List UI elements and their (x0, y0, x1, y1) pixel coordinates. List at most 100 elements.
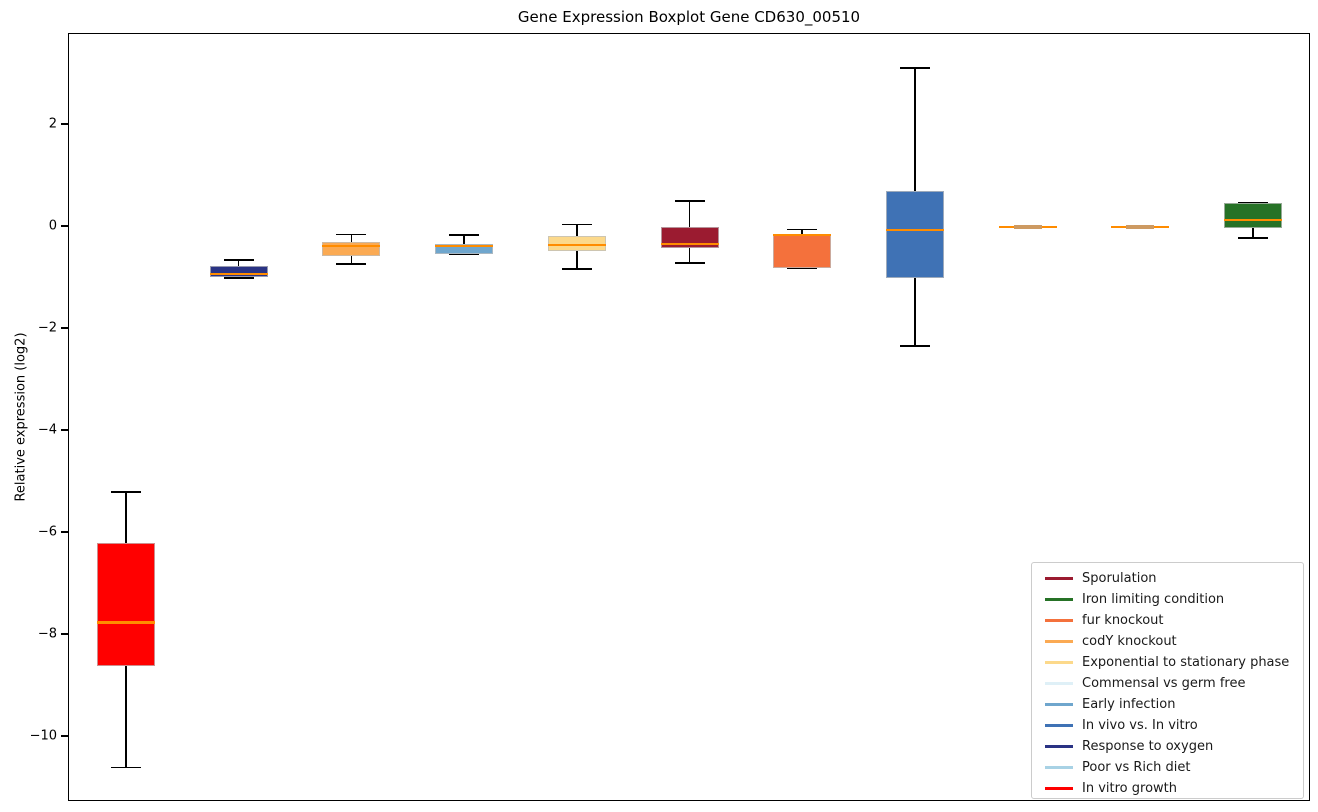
lower-whisker (350, 256, 353, 265)
flat-box (1013, 225, 1042, 229)
legend-swatch (1045, 682, 1073, 685)
upper-whisker (914, 67, 916, 191)
legend-label: Early infection (1082, 697, 1176, 712)
legend-item: Sporulation (1032, 568, 1303, 589)
legend-item: fur knockout (1032, 610, 1303, 631)
legend-label: In vitro growth (1082, 781, 1177, 796)
lower-whisker-cap (223, 277, 254, 279)
legend-swatch (1045, 766, 1073, 769)
legend-swatch (1045, 640, 1073, 643)
y-axis-label: Relative expression (log2) (13, 332, 29, 502)
legend-label: Iron limiting condition (1082, 592, 1225, 607)
legend-label: Response to oxygen (1082, 739, 1214, 754)
legend: Sporulation Iron limiting condition fur kn… (1031, 562, 1304, 799)
y-tick-label: −6 (37, 524, 57, 540)
box (773, 234, 832, 268)
legend-item: Iron limiting condition (1032, 589, 1303, 610)
legend-item: Commensal vs germ free (1032, 673, 1303, 694)
box (547, 236, 606, 251)
legend-swatch (1045, 619, 1073, 622)
y-tick-label: 0 (48, 218, 57, 234)
lower-whisker (914, 278, 916, 346)
lower-whisker-cap (449, 253, 480, 255)
median-line (209, 272, 268, 276)
legend-label: codY knockout (1082, 634, 1177, 649)
lower-whisker-cap (561, 267, 592, 270)
legend-item: codY knockout (1032, 631, 1303, 652)
legend-label: fur knockout (1082, 613, 1164, 628)
upper-whisker (237, 260, 240, 266)
y-tick-label: −8 (37, 626, 57, 642)
legend-label: Commensal vs germ free (1082, 676, 1246, 691)
legend-label: In vivo vs. In vitro (1082, 718, 1198, 733)
legend-swatch (1045, 787, 1073, 790)
lower-whisker-cap (336, 263, 367, 266)
lower-whisker-cap (111, 766, 141, 769)
legend-item: Response to oxygen (1032, 736, 1303, 757)
median-line (322, 244, 381, 248)
y-tick-mark (61, 123, 68, 125)
legend-label: Sporulation (1082, 571, 1157, 586)
y-tick-mark (61, 531, 68, 533)
y-tick-mark (61, 633, 68, 635)
flat-box (1126, 225, 1155, 229)
box (435, 243, 494, 255)
legend-swatch (1045, 724, 1073, 727)
upper-whisker-cap (561, 223, 592, 226)
box (1224, 203, 1282, 228)
median-line (547, 243, 606, 247)
legend-label: Exponential to stationary phase (1082, 655, 1290, 670)
legend-swatch (1045, 745, 1073, 748)
legend-label: Poor vs Rich diet (1082, 760, 1191, 775)
legend-item: Poor vs Rich diet (1032, 757, 1303, 778)
y-tick-mark (61, 429, 68, 431)
lower-whisker (688, 247, 691, 263)
upper-whisker (125, 492, 127, 544)
upper-whisker (688, 200, 691, 227)
upper-whisker-cap (787, 228, 818, 231)
plot-area: Sporulation Iron limiting condition fur kn… (68, 33, 1310, 801)
box (209, 265, 268, 277)
median-line (660, 242, 719, 246)
upper-whisker-cap (111, 491, 141, 494)
legend-item: Early infection (1032, 694, 1303, 715)
upper-whisker-cap (336, 233, 367, 236)
median-line (435, 244, 494, 248)
y-tick-label: −4 (37, 422, 57, 438)
y-tick-label: −2 (37, 320, 57, 336)
lower-whisker-cap (899, 344, 930, 347)
upper-whisker (463, 235, 465, 244)
y-tick-label: −10 (29, 728, 57, 744)
lower-whisker-cap (787, 266, 818, 269)
lower-whisker (576, 250, 578, 269)
upper-whisker-cap (899, 67, 930, 69)
upper-whisker-cap (223, 259, 254, 261)
y-tick-mark (61, 225, 68, 227)
upper-whisker-cap (449, 234, 480, 236)
legend-swatch (1045, 661, 1073, 664)
median-line (1224, 218, 1282, 222)
legend-item: In vitro growth (1032, 778, 1303, 799)
lower-whisker-cap (674, 261, 705, 264)
chart-title: Gene Expression Boxplot Gene CD630_00510 (517, 8, 861, 26)
upper-whisker (350, 234, 353, 242)
y-tick-label: 2 (48, 116, 57, 132)
lower-whisker-cap (1238, 237, 1268, 240)
median-line (97, 621, 155, 624)
legend-swatch (1045, 598, 1073, 601)
box (97, 543, 155, 666)
legend-item: In vivo vs. In vitro (1032, 715, 1303, 736)
legend-item: Exponential to stationary phase (1032, 652, 1303, 673)
median-line (885, 228, 944, 232)
upper-whisker (576, 224, 578, 237)
lower-whisker (1252, 228, 1254, 239)
upper-whisker (801, 229, 803, 235)
legend-swatch (1045, 703, 1073, 706)
legend-swatch (1045, 577, 1073, 580)
y-tick-mark (61, 735, 68, 737)
median-line (773, 233, 832, 237)
upper-whisker-cap (674, 200, 705, 202)
box (885, 190, 944, 278)
y-tick-mark (61, 327, 68, 329)
